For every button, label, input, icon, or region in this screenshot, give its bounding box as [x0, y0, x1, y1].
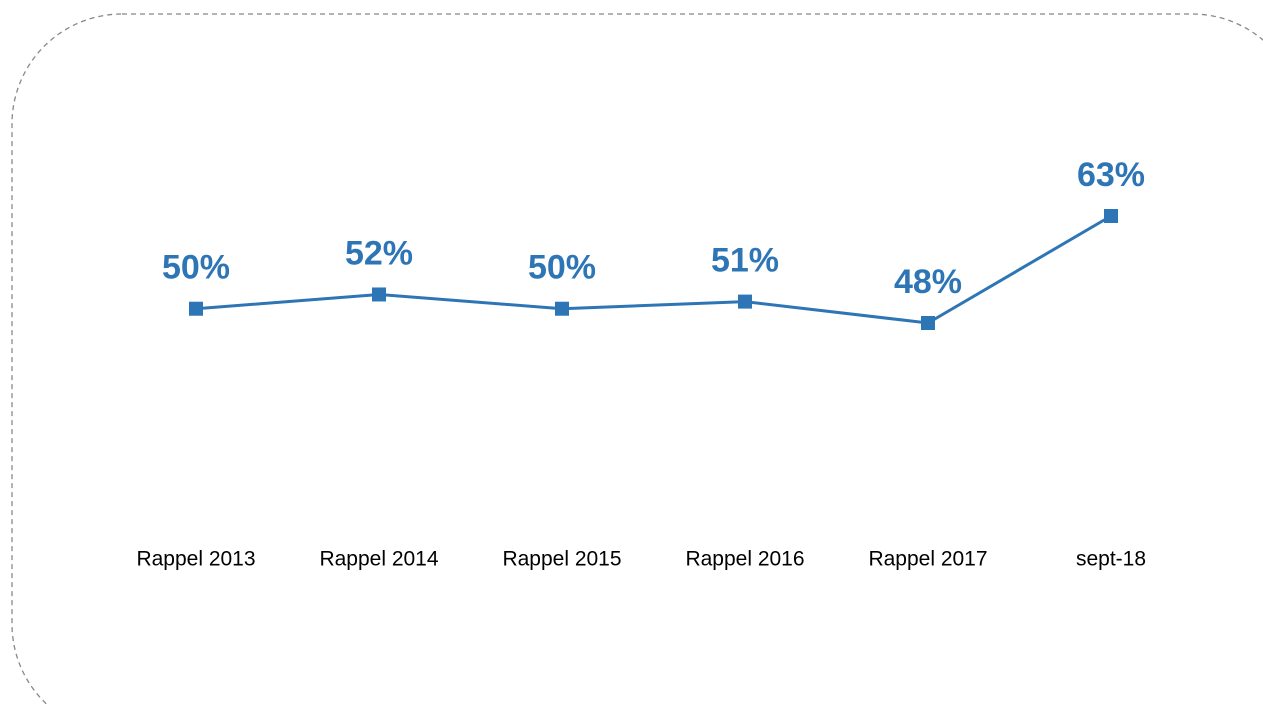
data-label: 63% [1077, 156, 1145, 194]
marker [738, 294, 752, 309]
data-label: 51% [711, 242, 779, 280]
data-label: 50% [528, 249, 596, 287]
x-tick-label: Rappel 2014 [319, 548, 438, 571]
marker [189, 301, 203, 316]
data-label: 52% [345, 234, 413, 272]
line [195, 214, 1112, 325]
x-tick-label: Rappel 2016 [685, 548, 804, 571]
chart-border [11, 13, 1263, 704]
marker [372, 287, 386, 302]
data-label: 48% [894, 263, 962, 301]
marker [1104, 209, 1118, 223]
x-tick-label: Rappel 2013 [136, 548, 255, 571]
x-tick-label: Rappel 2015 [502, 548, 621, 571]
x-tick-label: sept-18 [1076, 548, 1146, 571]
data-label: 50% [162, 249, 230, 287]
marker [921, 316, 935, 330]
marker [555, 301, 569, 316]
x-tick-label: Rappel 2017 [868, 548, 987, 571]
